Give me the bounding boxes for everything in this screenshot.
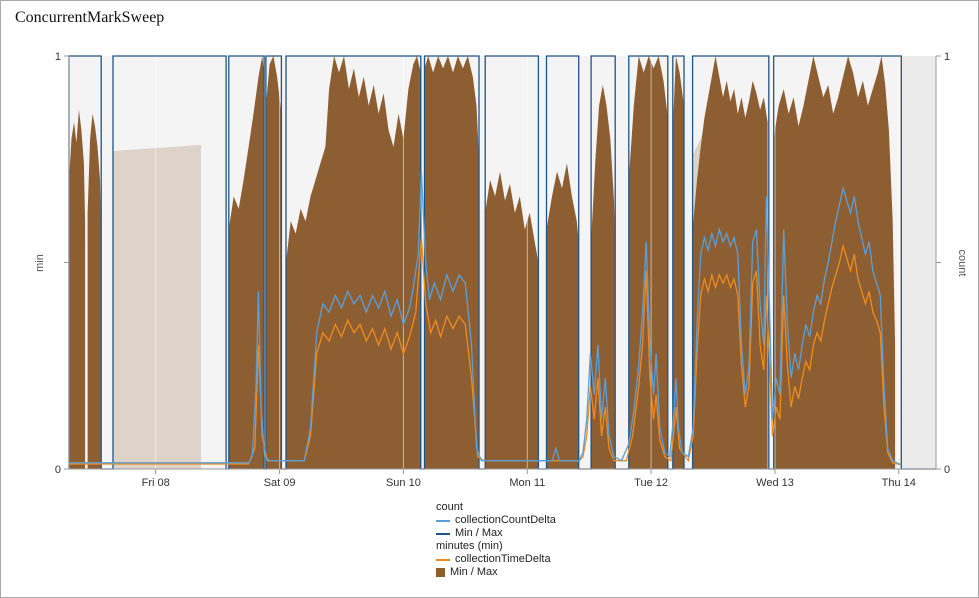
count-minmax-line-swatch (436, 532, 450, 535)
series-time-minmax-band (113, 144, 201, 470)
x-tick-label: Thu 14 (882, 477, 916, 489)
legend-item-label: Min / Max (450, 566, 498, 578)
x-tick-label: Tue 12 (634, 477, 668, 489)
y-tick-label-right: 0 (944, 464, 950, 476)
series-time-minmax (286, 56, 421, 469)
y-axis-title-right: count (956, 250, 968, 277)
legend-item-count-minmax: Min / Max (436, 527, 556, 540)
chart-title: ConcurrentMarkSweep (15, 9, 165, 26)
legend-item-time-minmax: Min / Max (436, 566, 556, 579)
y-tick-label-left: 0 (55, 464, 61, 476)
series-time-minmax (228, 56, 265, 469)
time-minmax-square-swatch (436, 568, 445, 577)
series-time-minmax (69, 109, 86, 469)
chart-legend: count collectionCountDelta Min / Max min… (436, 501, 556, 579)
series-time-minmax (773, 56, 896, 469)
collection-time-delta-line-swatch (436, 558, 450, 561)
legend-item-collection-count-delta: collectionCountDelta (436, 514, 556, 527)
x-tick-label: Wed 13 (756, 477, 794, 489)
legend-item-label: collectionTimeDelta (455, 553, 551, 565)
legend-item-label: Min / Max (455, 527, 503, 539)
series-time-minmax (87, 113, 102, 470)
x-tick-label: Sat 09 (264, 477, 296, 489)
series-time-minmax (591, 84, 616, 470)
collection-count-delta-line-swatch (436, 519, 450, 522)
legend-item-label: collectionCountDelta (455, 514, 556, 526)
series-time-minmax (424, 56, 479, 469)
legend-group-count-title: count (436, 501, 463, 513)
series-time-minmax (485, 171, 539, 469)
right-edge-band (901, 56, 936, 469)
x-tick-label: Fri 08 (142, 477, 170, 489)
y-tick-label-left: 1 (55, 51, 61, 63)
series-time-minmax (265, 56, 282, 469)
y-tick-label-right: 1 (944, 51, 950, 63)
series-time-minmax (672, 56, 684, 469)
y-axis-title-left: min (34, 254, 46, 272)
x-tick-label: Sun 10 (386, 477, 421, 489)
legend-item-collection-time-delta: collectionTimeDelta (436, 553, 556, 566)
legend-group-minutes-title: minutes (min) (436, 540, 503, 552)
x-tick-label: Mon 11 (509, 477, 545, 489)
series-collection-time-delta (69, 237, 902, 466)
series-time-minmax (546, 163, 579, 469)
series-collection-count-delta (69, 171, 902, 466)
